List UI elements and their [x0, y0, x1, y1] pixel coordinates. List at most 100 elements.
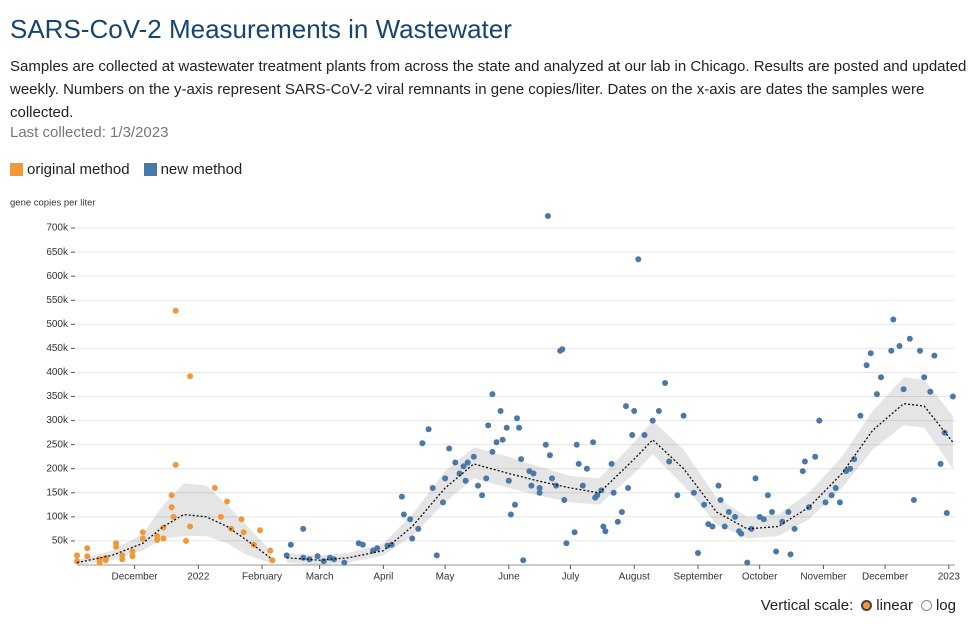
data-point — [544, 213, 551, 219]
data-point — [102, 557, 109, 564]
legend-swatch — [10, 163, 23, 176]
data-point — [579, 482, 586, 489]
x-tick-label: February — [242, 572, 282, 583]
confidence-band — [77, 483, 271, 565]
data-point — [359, 541, 366, 548]
data-point — [300, 554, 307, 561]
data-point — [873, 391, 880, 398]
data-point — [433, 552, 440, 559]
data-point — [738, 530, 745, 537]
data-point — [456, 470, 463, 477]
x-tick-label: April — [373, 572, 393, 583]
data-point — [257, 527, 263, 534]
data-point — [520, 557, 527, 564]
data-point — [888, 347, 895, 354]
data-point — [187, 373, 194, 380]
data-point — [388, 541, 395, 548]
data-point — [331, 556, 337, 563]
legend-swatch — [143, 163, 157, 176]
data-point — [187, 523, 194, 530]
data-point — [715, 482, 722, 489]
data-point — [514, 415, 520, 422]
data-point — [170, 513, 177, 520]
scale-option-label[interactable]: log — [935, 597, 956, 614]
data-point — [822, 499, 829, 506]
data-point — [84, 553, 91, 560]
data-point — [725, 509, 732, 515]
data-point — [224, 498, 231, 505]
data-point — [129, 548, 136, 555]
data-point — [635, 256, 642, 263]
data-point — [559, 346, 566, 353]
data-point — [773, 548, 780, 555]
data-point — [614, 518, 621, 525]
data-point — [625, 485, 632, 491]
data-point — [623, 403, 629, 410]
data-point — [483, 475, 490, 482]
data-point — [154, 533, 161, 540]
data-point — [732, 513, 738, 520]
scale-option[interactable]: log — [920, 597, 956, 614]
y-tick-label: 700k — [46, 223, 69, 234]
data-point — [779, 518, 786, 525]
data-point — [183, 537, 189, 544]
data-point — [211, 485, 218, 491]
legend-item: new method — [143, 161, 242, 178]
data-point — [84, 545, 91, 552]
data-point — [119, 552, 126, 559]
y-tick-label: 550k — [46, 295, 69, 306]
data-point — [857, 412, 864, 419]
data-point — [573, 441, 580, 448]
data-point — [341, 559, 348, 566]
data-point — [440, 499, 446, 506]
data-point — [666, 458, 673, 465]
data-point — [536, 485, 543, 491]
data-point — [816, 417, 823, 424]
data-point — [446, 445, 453, 452]
radio-button[interactable] — [920, 600, 932, 611]
y-tick-label: 200k — [46, 463, 69, 474]
data-point — [400, 511, 407, 518]
data-point — [680, 412, 687, 419]
data-point — [168, 492, 175, 499]
data-point — [563, 540, 570, 547]
scale-option[interactable]: linear — [861, 597, 913, 614]
confidence-band — [286, 377, 953, 565]
data-point — [74, 558, 80, 565]
y-tick-label: 600k — [46, 271, 69, 282]
y-tick-label: 650k — [46, 247, 69, 258]
data-point — [398, 493, 405, 500]
data-point — [709, 523, 716, 530]
data-point — [760, 516, 767, 523]
x-tick-label: March — [306, 572, 334, 583]
data-point — [717, 497, 724, 503]
data-point — [917, 347, 923, 354]
data-point — [314, 553, 321, 560]
data-point — [549, 475, 555, 482]
scale-option-label[interactable]: linear — [876, 597, 913, 614]
y-axis-label: gene copies per liter — [10, 198, 96, 209]
data-point — [306, 556, 313, 563]
data-point — [113, 543, 120, 550]
data-point — [748, 525, 755, 532]
radio-button[interactable] — [861, 600, 873, 611]
data-point — [452, 459, 459, 466]
data-point — [489, 448, 496, 455]
data-point — [518, 456, 525, 463]
data-point — [139, 535, 146, 542]
data-point — [801, 458, 808, 465]
data-point — [764, 492, 771, 499]
data-point — [415, 525, 422, 532]
data-point — [139, 529, 146, 536]
data-point — [629, 432, 636, 438]
data-point — [536, 489, 543, 496]
x-tick-label: November — [800, 572, 847, 583]
data-point — [721, 523, 728, 530]
data-point — [649, 417, 656, 424]
data-point — [878, 374, 884, 381]
data-point — [499, 436, 506, 443]
data-point — [505, 477, 512, 484]
y-tick-label: 350k — [46, 391, 69, 402]
scale-control: Vertical scale: linear log — [761, 597, 956, 614]
